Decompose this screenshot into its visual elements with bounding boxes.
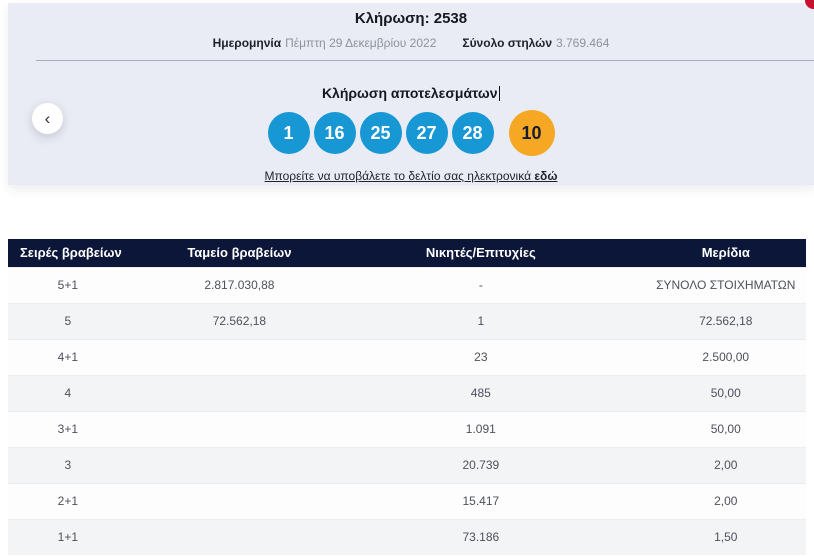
results-heading: Κλήρωση αποτελεσμάτων	[8, 85, 814, 101]
share-cell: 50,00	[710, 386, 741, 400]
prize-fund-cell	[128, 375, 351, 411]
col-header-prize-fund: Ταμείο βραβείων	[127, 239, 352, 267]
prize-table-row: 1+1 73.186 1,50	[8, 519, 806, 555]
winners-cell: 20.739	[462, 458, 500, 472]
prize-table-row: 5+1 2.817.030,88 - ΣΥΝΟΛΟ ΣΤΟΙΧΗΜΑΤΩΝ	[8, 267, 806, 303]
prize-tier-cell: 3+1	[57, 422, 79, 436]
prize-table-row: 4 485 50,00	[8, 375, 806, 411]
winning-number-ball: 1	[267, 112, 310, 154]
winning-number-ball: 28	[451, 112, 494, 154]
submit-ticket-text: Μπορείτε να υποβάλετε το δελτίο σας ηλεκ…	[264, 169, 535, 183]
winners-cell: -	[478, 278, 483, 292]
prize-fund-cell	[128, 411, 351, 447]
prize-tier-cell: 3	[64, 458, 72, 472]
winning-number-ball: 16	[313, 112, 356, 154]
winners-cell: 73.186	[462, 530, 500, 545]
submit-ticket-link-word: εδώ	[534, 169, 558, 183]
prize-fund-cell	[128, 519, 351, 555]
prize-tier-cell: 4+1	[57, 350, 79, 364]
winning-number-ball: 27	[405, 112, 448, 154]
submit-ticket-line: Μπορείτε να υποβάλετε το δελτίο σας ηλεκ…	[8, 169, 814, 183]
prize-table-row: 3+1 1.091 50,00	[8, 411, 806, 447]
draw-title: Κλήρωση: 2538	[354, 10, 468, 27]
draw-meta: Ημερομηνία Πέμπτη 29 Δεκεμβρίου 2022 Σύνο…	[8, 36, 814, 50]
previous-draw-button[interactable]: ‹	[32, 103, 63, 134]
prize-tier-cell: 5+1	[57, 278, 79, 292]
results-heading-text: Κλήρωση αποτελεσμάτων	[321, 85, 498, 101]
col-header-prize-tiers: Σειρές βραβείων	[8, 239, 128, 267]
prize-tier-cell: 1+1	[57, 530, 79, 545]
prize-table-row: 3 20.739 2,00	[8, 447, 806, 483]
draw-date: Ημερομηνία Πέμπτη 29 Δεκεμβρίου 2022	[213, 36, 437, 50]
col-header-shares: Μερίδια	[590, 239, 806, 267]
winning-numbers: 1 16 25 27 28 10	[8, 110, 814, 156]
col-header-winners: Νικητές/Επιτυχίες	[351, 239, 591, 267]
chevron-left-icon: ‹	[44, 109, 51, 128]
prize-table-header-row: Σειρές βραβείων Ταμείο βραβείων Νικητές/…	[8, 239, 806, 267]
winners-cell: 1	[477, 314, 485, 328]
corner-red-fragment	[805, 0, 814, 9]
total-columns: Σύνολο στηλών 3.769.464	[462, 36, 609, 50]
prize-fund-cell: 2.817.030,88	[204, 278, 275, 292]
share-cell: ΣΥΝΟΛΟ ΣΤΟΙΧΗΜΑΤΩΝ	[656, 278, 796, 292]
prize-fund-cell	[128, 447, 351, 483]
winners-cell: 15.417	[462, 494, 500, 508]
share-cell: 72.562,18	[699, 314, 753, 328]
prize-table-container: Σειρές βραβείων Ταμείο βραβείων Νικητές/…	[8, 239, 806, 555]
divider	[36, 60, 814, 61]
winning-number-ball: 25	[359, 112, 402, 154]
bonus-number-ball: 10	[508, 110, 555, 156]
prize-tier-cell: 4	[64, 386, 72, 400]
share-cell: 2,00	[714, 494, 738, 508]
prize-table-row: 2+1 15.417 2,00	[8, 483, 806, 519]
submit-ticket-link[interactable]: Μπορείτε να υποβάλετε το δελτίο σας ηλεκ…	[265, 169, 558, 183]
share-cell: 50,00	[710, 422, 741, 436]
prize-fund-cell	[128, 483, 351, 519]
share-cell: 2.500,00	[702, 350, 750, 364]
prize-tier-cell: 2+1	[57, 494, 79, 508]
draw-date-value: Πέμπτη 29 Δεκεμβρίου 2022	[285, 36, 437, 50]
draw-results-panel: Κλήρωση: 2538 Ημερομηνία Πέμπτη 29 Δεκεμβ…	[8, 3, 814, 185]
winners-cell: 23	[474, 350, 488, 364]
prize-table-row: 4+1 23 2.500,00	[8, 339, 806, 375]
prize-fund-cell	[128, 339, 351, 375]
prize-tier-cell: 5	[64, 314, 72, 328]
winners-cell: 485	[470, 386, 491, 400]
winners-cell: 1.091	[465, 422, 496, 436]
share-cell: 1,50	[714, 530, 738, 545]
total-columns-label: Σύνολο στηλών	[462, 36, 552, 50]
prize-table: Σειρές βραβείων Ταμείο βραβείων Νικητές/…	[8, 239, 806, 555]
text-caret	[498, 86, 501, 101]
prize-table-body: 5+1 2.817.030,88 - ΣΥΝΟΛΟ ΣΤΟΙΧΗΜΑΤΩΝ 5 72.56…	[8, 267, 806, 555]
prize-fund-cell: 72.562,18	[212, 314, 267, 328]
prize-table-row: 5 72.562,18 1 72.562,18	[8, 303, 806, 339]
share-cell: 2,00	[714, 458, 738, 472]
draw-date-label: Ημερομηνία	[212, 36, 282, 50]
total-columns-value: 3.769.464	[556, 36, 610, 50]
